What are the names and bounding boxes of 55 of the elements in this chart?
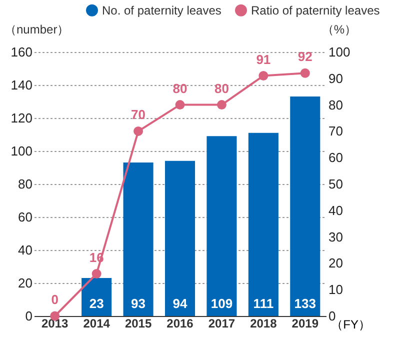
data-label: 111 <box>253 296 274 311</box>
data-label: 92 <box>298 49 312 64</box>
y-tick-label: 140 <box>10 78 32 92</box>
y-axis-title: （number） <box>4 22 70 36</box>
y-tick-label: 160 <box>10 44 32 60</box>
y2-tick-label: 60 <box>328 150 343 166</box>
y-tick-label: 20 <box>18 276 32 290</box>
y-tick-label: 0 <box>25 308 32 324</box>
y-tick-label: 100 <box>10 144 32 158</box>
point <box>258 71 268 80</box>
data-label: 80 <box>214 80 229 96</box>
y2-tick-label: 70 <box>328 124 343 139</box>
x-tick-label: 2014 <box>83 316 110 330</box>
y2-tick-label: 20 <box>328 256 343 271</box>
y-tick-label: 120 <box>10 110 32 126</box>
y2-tick-label: 10 <box>328 282 343 298</box>
point <box>216 100 226 110</box>
y-tick-label: 80 <box>18 176 32 192</box>
bar <box>82 278 112 316</box>
data-label: 0 <box>51 292 58 307</box>
y-tick-label: 40 <box>18 242 32 258</box>
y2-axis-title: （%） <box>322 22 356 36</box>
y2-tick-label: 0 <box>328 308 336 324</box>
y-tick-label: 60 <box>18 210 32 224</box>
x-tick-label: 2019 <box>292 316 319 330</box>
point <box>134 126 144 136</box>
y2-tick-label: 40 <box>328 202 343 218</box>
data-label: 94 <box>172 296 188 311</box>
y2-tick-label: 30 <box>328 229 343 244</box>
bar <box>206 136 237 316</box>
y2-tick-label: 50 <box>328 176 343 192</box>
bar <box>248 132 278 316</box>
legend-label: Ratio of paternity leaves <box>251 3 380 18</box>
point <box>300 68 310 78</box>
data-label: 80 <box>172 80 188 96</box>
data-label: 23 <box>89 296 104 311</box>
data-label: 70 <box>131 107 146 122</box>
data-label: 133 <box>294 296 316 311</box>
data-label: 91 <box>256 52 271 67</box>
y2-tick-label: 80 <box>328 97 343 112</box>
y2-tick-label: 100 <box>328 44 350 60</box>
y2-tick-label: 90 <box>328 70 343 86</box>
bar <box>123 162 154 316</box>
bar <box>164 160 196 316</box>
legend-label: No. of paternity leaves <box>102 3 222 18</box>
x-tick-label: 2017 <box>208 316 236 330</box>
x-tick-label: 2018 <box>250 316 278 330</box>
data-label: 93 <box>131 296 146 311</box>
x-tick-label: 2015 <box>124 316 152 330</box>
bar <box>290 96 320 316</box>
point <box>175 100 185 110</box>
data-label: 109 <box>210 296 233 311</box>
x-tick-label: 2016 <box>166 316 194 330</box>
x-tick-label: 2013 <box>42 316 69 330</box>
point <box>92 269 102 278</box>
